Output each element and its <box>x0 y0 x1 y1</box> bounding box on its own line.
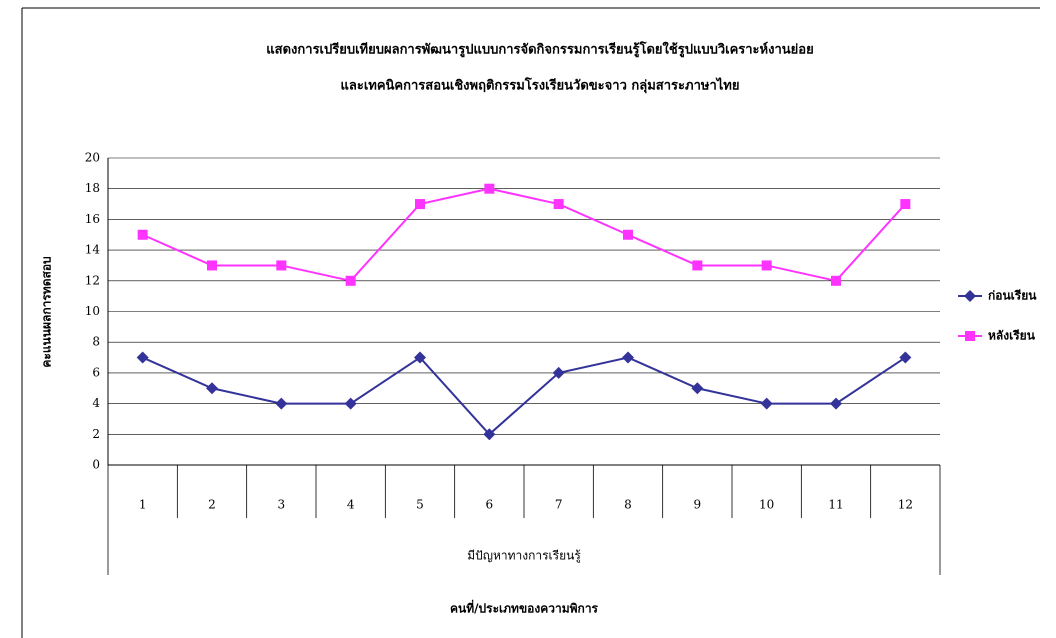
x-tick-label: 11 <box>828 498 843 512</box>
y-tick-label: 20 <box>85 151 100 165</box>
y-tick-label: 2 <box>92 427 100 441</box>
marker <box>484 183 495 194</box>
y-tick-label: 10 <box>85 304 100 318</box>
series-line <box>142 187 907 282</box>
marker <box>275 397 288 410</box>
legend-label: หลังเรียน <box>988 329 1036 343</box>
marker <box>344 397 357 410</box>
y-tick-label: 6 <box>92 365 100 379</box>
marker <box>831 275 841 286</box>
x-tick-label: 10 <box>759 498 774 512</box>
x-tick-label: 12 <box>898 498 913 512</box>
marker <box>964 290 976 302</box>
x-tick-label: 4 <box>347 498 355 512</box>
marker <box>830 397 842 410</box>
series-line <box>142 356 906 436</box>
marker <box>207 260 217 271</box>
marker <box>552 366 565 379</box>
x-tick-label: 2 <box>208 498 216 512</box>
y-tick-label: 16 <box>85 212 100 226</box>
y-tick-label: 0 <box>92 458 100 472</box>
y-axis-title: คะแนนผลการทดสอบ <box>40 256 54 367</box>
y-tick-label: 4 <box>92 396 100 410</box>
marker <box>622 351 634 364</box>
y-tick-label: 18 <box>85 181 100 195</box>
y-tick-label: 8 <box>92 335 100 349</box>
marker <box>553 199 564 210</box>
marker <box>965 331 975 341</box>
x-tick-label: 1 <box>139 498 147 512</box>
marker <box>900 199 911 210</box>
marker <box>137 229 148 240</box>
legend-label: ก่อนเรียน <box>988 289 1037 303</box>
marker <box>691 382 704 395</box>
marker <box>760 397 773 410</box>
marker <box>692 260 703 271</box>
marker <box>899 351 912 364</box>
y-tick-label: 14 <box>85 243 101 257</box>
chart-title: แสดงการเปรียบเทียบผลการพัฒนารูปแบบการจัด… <box>266 41 813 58</box>
x-tick-label: 3 <box>278 498 286 512</box>
x-axis-title: คนที่/ประเภทของความพิการ <box>450 600 599 616</box>
marker <box>483 428 496 441</box>
x-tick-label: 7 <box>555 498 563 512</box>
marker <box>276 260 287 271</box>
chart-title: และเทคนิคการสอนเชิงพฤติกรรมโรงเรียนวัดขะ… <box>341 77 740 94</box>
marker <box>206 382 218 395</box>
x-tick-label: 8 <box>624 498 632 512</box>
marker <box>761 260 772 271</box>
marker <box>415 199 425 210</box>
x-tick-label: 9 <box>694 498 702 512</box>
x-group-label: มีปัญหาทางการเรียนรู้ <box>467 549 581 564</box>
marker <box>414 351 426 364</box>
marker <box>345 275 356 286</box>
marker <box>623 229 633 240</box>
y-tick-label: 12 <box>85 273 100 287</box>
marker <box>136 351 149 364</box>
x-tick-label: 5 <box>416 498 424 512</box>
x-tick-label: 6 <box>486 498 494 512</box>
